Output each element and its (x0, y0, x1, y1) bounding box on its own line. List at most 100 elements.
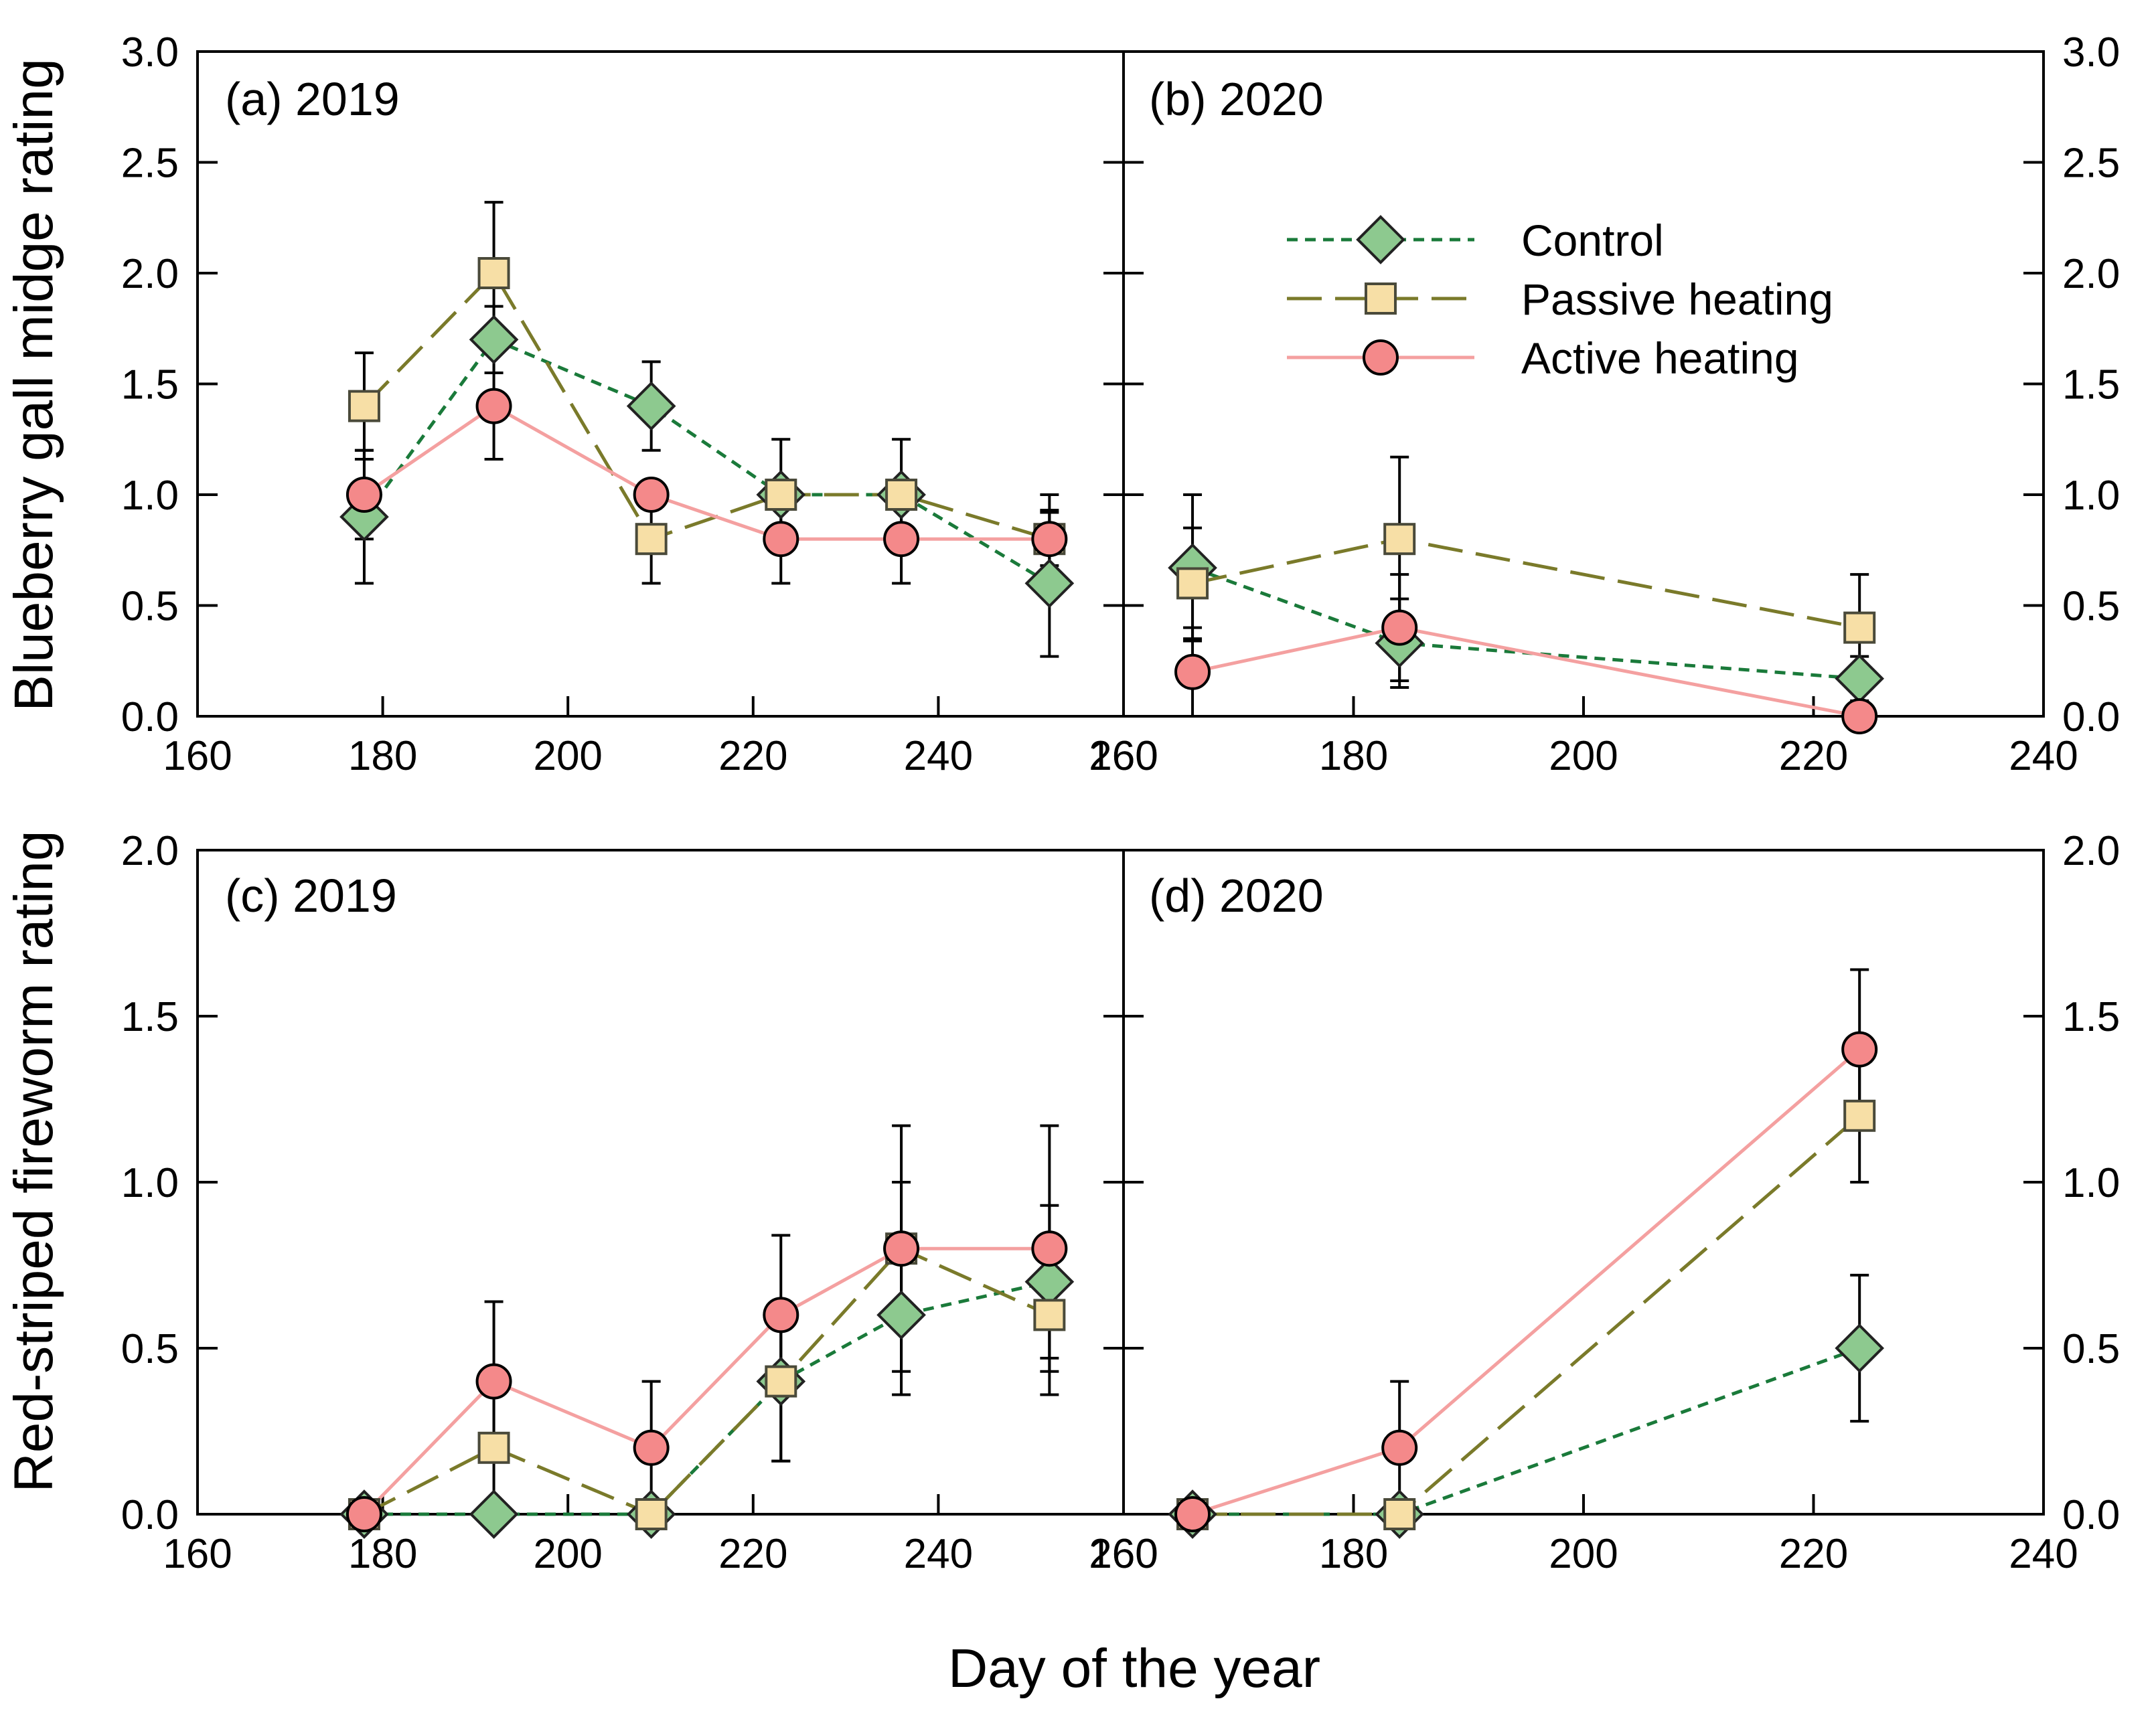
panel-a-x-tick-label: 240 (904, 733, 973, 779)
panel-d-line-active-heating (1192, 1048, 1861, 1516)
panel-frames (196, 50, 2045, 1516)
panel-b-y-tick-label: 0.5 (2062, 584, 2120, 630)
panel-c-point-control (469, 1489, 519, 1539)
panel-a-y-tick-label: 0.5 (121, 584, 179, 630)
panel-b-x-tick-label: 220 (1779, 733, 1848, 779)
panel-a-point-passive-heating (348, 390, 380, 422)
panel-a-point-active-heating (345, 477, 382, 513)
panel-d-title: (d) 2020 (1149, 870, 1324, 922)
panel-c-x-tick-label: 180 (348, 1531, 417, 1577)
panel-b-x-tick-label: 240 (2009, 733, 2078, 779)
panel-d-point-active-heating (1174, 1496, 1211, 1532)
panel-d-y-tick-label: 0.5 (2062, 1326, 2120, 1372)
panel-d-y-tick-label: 1.0 (2062, 1160, 2120, 1206)
panel-d-point-active-heating (1841, 1031, 1878, 1068)
axis-ticks: 160 180 200 220 240 260 0.0 0.5 1.0 1.5 2.0 2.5 3.0 1… (121, 29, 2120, 1577)
panel-a-y-tick-label: 3.0 (121, 29, 179, 76)
panel-b-line-control (1192, 566, 1860, 681)
panel-c-line-active-heating (363, 1246, 1050, 1516)
panel-a-x-tick-label: 160 (163, 733, 232, 779)
panel-c-y-tick-label: 1.0 (121, 1160, 179, 1206)
panel-d-y-tick-label: 1.5 (2062, 994, 2120, 1040)
panel-b-y-tick-label: 2.0 (2062, 251, 2120, 297)
panel-b-point-active-heating (1841, 698, 1878, 734)
panel-d-x-tick-label: 200 (1549, 1531, 1618, 1577)
plot-data (339, 201, 1885, 1539)
panel-c-point-passive-heating (477, 1431, 510, 1464)
legend-label-active-heating: Active heating (1521, 333, 1799, 383)
panel-c-point-active-heating (1031, 1230, 1068, 1267)
legend-label-control: Control (1521, 216, 1664, 265)
panel-b-x-tick-label: 180 (1319, 733, 1388, 779)
panel-a-point-passive-heating (885, 479, 918, 511)
panel-a-point-passive-heating (765, 479, 797, 511)
panel-a-line-passive-heating (363, 270, 1051, 542)
panel-c-title: (c) 2019 (225, 870, 397, 922)
panel-c-x-tick-label: 200 (533, 1531, 602, 1577)
panel-a-y-tick-label: 1.5 (121, 362, 179, 408)
panel-b-line-passive-heating (1192, 537, 1860, 630)
panel-a-x-tick-label: 200 (533, 733, 602, 779)
panel-c-line-control (364, 1280, 1050, 1516)
panel-b-title: (b) 2020 (1149, 73, 1324, 125)
panel-d-x-tick-label: 160 (1089, 1531, 1158, 1577)
panel-b-series (1168, 455, 1885, 734)
legend-marker-passive-heating (1365, 282, 1397, 315)
panel-c-y-tick-label: 0.0 (121, 1492, 179, 1538)
panel-c-point-active-heating (475, 1363, 512, 1400)
legend-label-passive-heating: Passive heating (1521, 274, 1833, 324)
y-axis-title-bottom: Red-striped fireworm rating (3, 831, 64, 1493)
y-axis-title-top: Blueberry gall midge rating (3, 58, 64, 711)
panel-c-y-tick-label: 2.0 (121, 828, 179, 874)
legend: Control Passive heating Active heating (1287, 215, 1833, 383)
panel-a-point-active-heating (1031, 521, 1068, 558)
panel-a-x-tick-label: 220 (718, 733, 787, 779)
panel-b-y-tick-label: 2.5 (2062, 141, 2120, 187)
panel-d-x-tick-label: 180 (1319, 1531, 1388, 1577)
panel-a-point-active-heating (633, 477, 670, 513)
panel-c-x-tick-label: 260 (1089, 1531, 1158, 1577)
x-axis-title: Day of the year (948, 1638, 1320, 1699)
panel-c-y-tick-label: 1.5 (121, 994, 179, 1040)
panel-d-point-control (1835, 1323, 1885, 1373)
panel-c-line-passive-heating (363, 1246, 1051, 1516)
panel-b-point-passive-heating (1176, 567, 1209, 600)
panel-a-point-control (469, 315, 519, 365)
panel-c-x-tick-label: 160 (163, 1531, 232, 1577)
panel-a-point-active-heating (763, 521, 799, 558)
panel-b-y-tick-label: 1.5 (2062, 362, 2120, 408)
panel-b-point-active-heating (1174, 653, 1211, 690)
panel-d-line-control (1192, 1346, 1861, 1516)
panel-a-point-passive-heating (477, 257, 510, 289)
panel-a-point-passive-heating (635, 523, 668, 556)
panel-a-point-control (1024, 558, 1075, 608)
panel-c-point-control (876, 1290, 926, 1340)
panel-b-point-passive-heating (1843, 611, 1876, 644)
panel-a-y-tick-label: 2.5 (121, 141, 179, 187)
panel-d-point-passive-heating (1383, 1498, 1416, 1530)
panel-c-y-tick-label: 0.5 (121, 1326, 179, 1372)
panel-b-point-passive-heating (1383, 523, 1416, 556)
panel-c-point-active-heating (763, 1297, 799, 1333)
panel-a-y-tick-label: 2.0 (121, 251, 179, 297)
panel-c-point-passive-heating (1033, 1299, 1066, 1331)
panel-a-y-tick-label: 1.0 (121, 473, 179, 519)
legend-marker-control (1356, 215, 1405, 264)
panel-a-line-active-heating (363, 404, 1050, 541)
panel-c-point-active-heating (883, 1230, 920, 1267)
panel-c-point-passive-heating (765, 1365, 797, 1398)
panel-a-point-control (626, 381, 676, 431)
panel-c-point-active-heating (633, 1429, 670, 1466)
panel-b-point-control (1835, 653, 1885, 704)
panel-c-x-tick-label: 220 (718, 1531, 787, 1577)
panel-b-y-tick-label: 1.0 (2062, 473, 2120, 519)
panel-d-x-tick-label: 240 (2009, 1531, 2078, 1577)
panel-a-x-tick-label: 180 (348, 733, 417, 779)
panel-c-point-passive-heating (635, 1498, 668, 1530)
panel-a-point-active-heating (883, 521, 920, 558)
panel-c-series (339, 1124, 1075, 1539)
panel-a-x-tick-label: 260 (1089, 733, 1158, 779)
panel-a-point-active-heating (475, 388, 512, 424)
panel-a-series (339, 201, 1075, 658)
